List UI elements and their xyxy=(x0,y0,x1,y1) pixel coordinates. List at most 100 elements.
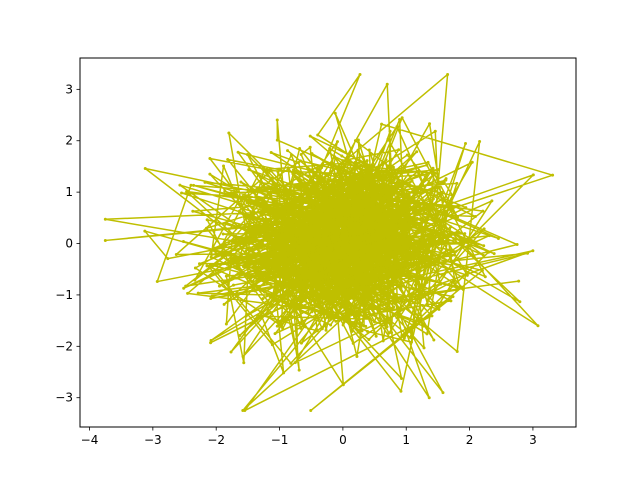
data-point xyxy=(326,231,330,235)
data-point xyxy=(347,159,351,163)
data-point xyxy=(333,188,337,192)
data-point xyxy=(378,309,382,313)
data-point xyxy=(320,166,324,170)
data-point xyxy=(336,168,340,172)
data-point xyxy=(278,299,282,303)
data-point xyxy=(143,166,147,170)
data-point xyxy=(356,292,360,296)
data-point xyxy=(384,274,388,278)
data-point xyxy=(217,284,221,288)
data-point xyxy=(265,231,269,235)
data-point xyxy=(377,271,381,275)
data-point xyxy=(414,249,418,253)
data-point xyxy=(361,304,365,308)
data-point xyxy=(271,266,275,270)
data-point xyxy=(280,324,284,328)
data-point xyxy=(353,280,357,284)
data-point xyxy=(292,168,296,172)
data-point xyxy=(308,178,312,182)
data-point xyxy=(425,173,429,177)
data-point xyxy=(400,376,404,380)
data-point xyxy=(390,232,394,236)
data-point xyxy=(531,173,535,177)
data-point xyxy=(350,329,354,333)
data-point xyxy=(315,329,319,333)
data-point xyxy=(275,324,279,328)
data-point xyxy=(347,196,351,200)
data-point xyxy=(371,164,375,168)
data-point xyxy=(379,236,383,240)
data-point xyxy=(350,229,354,233)
data-point xyxy=(344,274,348,278)
data-point xyxy=(515,243,519,247)
data-point xyxy=(456,215,460,219)
data-point xyxy=(264,312,268,316)
data-point xyxy=(371,250,375,254)
data-point xyxy=(388,213,392,217)
data-point xyxy=(361,197,365,201)
data-point xyxy=(298,181,302,185)
data-point xyxy=(324,281,328,285)
data-point xyxy=(260,181,264,185)
data-point xyxy=(286,249,290,253)
data-point xyxy=(313,300,317,304)
data-point xyxy=(369,194,373,198)
data-point xyxy=(391,314,395,318)
data-point xyxy=(455,181,459,185)
data-point xyxy=(418,217,422,221)
data-point xyxy=(460,285,464,289)
data-point xyxy=(340,154,344,158)
data-point xyxy=(299,159,303,163)
data-point xyxy=(394,218,398,222)
data-point xyxy=(452,250,456,254)
data-point xyxy=(289,153,293,157)
data-point xyxy=(241,355,245,359)
data-point xyxy=(245,152,249,156)
data-point xyxy=(273,220,277,224)
data-point xyxy=(318,303,322,307)
data-point xyxy=(248,229,252,233)
data-point xyxy=(419,238,423,242)
data-point xyxy=(298,288,302,292)
data-point xyxy=(252,225,256,229)
data-point xyxy=(394,237,398,241)
data-point xyxy=(404,180,408,184)
data-point xyxy=(376,277,380,281)
data-point xyxy=(375,241,379,245)
data-point xyxy=(256,260,260,264)
data-point xyxy=(361,176,365,180)
data-point xyxy=(433,171,437,175)
data-point xyxy=(359,255,363,259)
data-point xyxy=(184,284,188,288)
data-point xyxy=(362,205,366,209)
data-point xyxy=(358,277,362,281)
data-point xyxy=(421,295,425,299)
data-point xyxy=(239,180,243,184)
data-point xyxy=(446,204,450,208)
data-point xyxy=(197,262,201,266)
data-point xyxy=(174,252,178,256)
data-point xyxy=(301,284,305,288)
data-point xyxy=(303,261,307,265)
data-point xyxy=(404,235,408,239)
data-point xyxy=(292,257,295,261)
data-point xyxy=(323,210,327,214)
data-point xyxy=(296,241,300,245)
data-point xyxy=(382,232,386,236)
data-point xyxy=(204,226,208,230)
data-point xyxy=(375,192,379,196)
data-point xyxy=(414,205,418,209)
data-point xyxy=(375,203,379,206)
data-point xyxy=(332,172,336,176)
data-point xyxy=(446,72,450,76)
data-point xyxy=(290,189,294,193)
data-point xyxy=(425,293,429,297)
data-point xyxy=(299,152,303,156)
data-point xyxy=(355,354,359,358)
data-point xyxy=(273,332,277,336)
data-point xyxy=(313,199,317,203)
data-point xyxy=(265,167,269,171)
data-point xyxy=(358,175,362,179)
data-point xyxy=(358,188,362,192)
